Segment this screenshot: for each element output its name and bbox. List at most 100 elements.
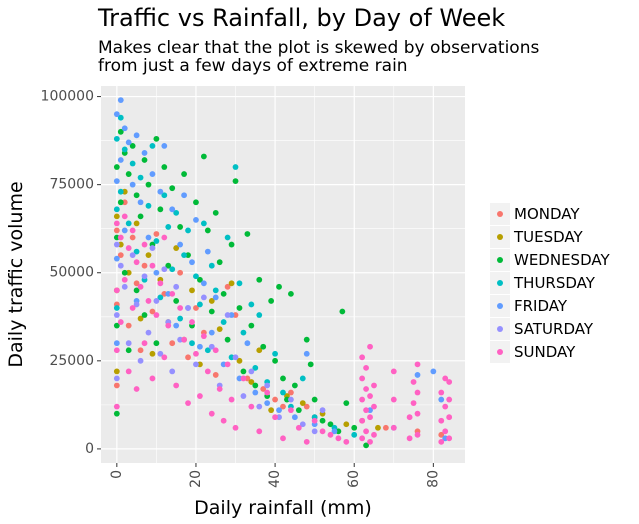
data-point — [410, 379, 417, 385]
data-point — [117, 157, 124, 163]
data-point — [125, 347, 132, 354]
x-tick-label: 80 — [425, 470, 441, 488]
data-point — [236, 357, 243, 364]
data-point — [133, 132, 140, 139]
data-point — [193, 350, 199, 357]
data-point — [161, 192, 168, 199]
data-point — [113, 305, 120, 311]
data-point — [169, 266, 176, 273]
data-point — [117, 262, 124, 269]
legend: MONDAY TUESDAY WEDNESDAY THURSDAY FRIDAY SATU… — [490, 203, 610, 363]
legend-swatch — [497, 211, 503, 217]
data-point — [137, 347, 144, 354]
data-point — [145, 298, 152, 304]
data-point — [113, 227, 120, 234]
x-axis-title: Daily rainfall (mm) — [194, 497, 372, 519]
data-point — [113, 340, 120, 347]
data-point — [382, 424, 389, 431]
data-point — [446, 379, 453, 385]
data-point — [260, 343, 267, 350]
data-point — [125, 171, 132, 177]
data-point — [173, 298, 180, 304]
data-point — [165, 322, 172, 329]
data-point — [197, 343, 203, 350]
data-point — [177, 241, 184, 248]
data-point — [193, 216, 199, 223]
data-point — [414, 372, 421, 378]
data-point — [208, 343, 215, 350]
data-point — [161, 164, 168, 170]
data-point — [137, 357, 144, 364]
data-point — [200, 220, 207, 227]
data-point — [169, 340, 176, 347]
data-point — [363, 407, 369, 414]
data-point — [125, 245, 132, 251]
x-tick-label: 20 — [188, 470, 204, 488]
data-point — [181, 171, 187, 177]
data-points — [113, 97, 453, 449]
data-point — [117, 114, 124, 121]
data-point — [149, 350, 156, 357]
data-point — [121, 227, 128, 234]
data-point — [113, 255, 120, 262]
data-point — [189, 340, 195, 347]
data-point — [113, 135, 120, 142]
data-point — [137, 199, 144, 206]
data-point — [256, 403, 263, 410]
data-point — [303, 438, 310, 445]
legend-swatch — [497, 280, 503, 286]
data-point — [303, 350, 310, 357]
data-point — [169, 368, 176, 375]
data-point — [197, 276, 203, 283]
data-point — [272, 414, 278, 421]
legend-label: MONDAY — [514, 205, 580, 223]
data-point — [149, 171, 156, 177]
data-point — [232, 424, 239, 431]
data-point — [224, 336, 231, 343]
data-point — [252, 389, 259, 396]
legend-label: THURSDAY — [513, 274, 596, 292]
data-point — [442, 375, 449, 382]
data-point — [149, 142, 156, 149]
data-point — [125, 340, 132, 347]
legend-label: FRIDAY — [514, 297, 568, 315]
data-point — [295, 407, 302, 414]
data-point — [173, 209, 180, 216]
legend-item: FRIDAY — [490, 295, 568, 317]
data-point — [185, 400, 191, 407]
legend-item: THURSDAY — [490, 272, 596, 294]
data-point — [303, 403, 310, 410]
legend-item: SUNDAY — [490, 341, 576, 363]
data-point — [252, 382, 259, 389]
data-point — [232, 178, 239, 185]
legend-swatch — [497, 303, 503, 309]
legend-item: SATURDAY — [490, 318, 594, 340]
data-point — [438, 396, 445, 403]
data-point — [145, 234, 152, 241]
data-point — [113, 403, 120, 410]
data-point — [299, 375, 306, 382]
data-point — [220, 417, 227, 424]
data-point — [157, 280, 164, 287]
data-point — [125, 368, 132, 375]
data-point — [121, 283, 128, 290]
data-point — [113, 375, 120, 382]
data-point — [371, 403, 377, 410]
data-point — [141, 150, 148, 156]
data-point — [446, 396, 453, 403]
data-point — [228, 280, 235, 287]
data-point — [240, 375, 247, 382]
data-point — [121, 125, 128, 132]
data-point — [137, 213, 144, 220]
data-point — [161, 234, 168, 241]
data-point — [129, 181, 136, 188]
data-point — [311, 428, 318, 435]
data-point — [256, 276, 263, 283]
data-point — [307, 361, 314, 368]
data-point — [173, 382, 180, 389]
data-point — [153, 231, 160, 237]
data-point — [117, 319, 124, 325]
legend-item: MONDAY — [490, 203, 580, 225]
data-point — [248, 301, 255, 308]
data-point — [216, 386, 223, 392]
